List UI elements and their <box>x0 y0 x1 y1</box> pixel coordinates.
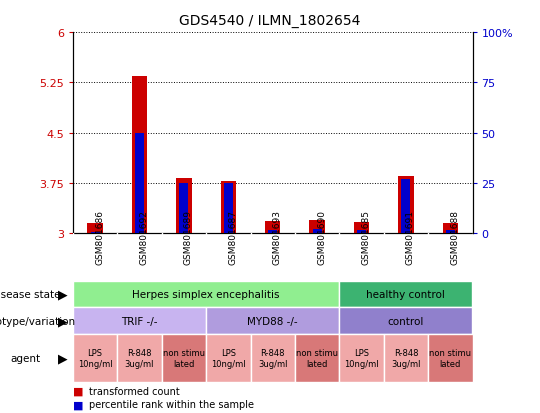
Bar <box>401 179 410 233</box>
Text: non stimu
lated: non stimu lated <box>296 349 338 368</box>
Bar <box>339 335 384 382</box>
Bar <box>309 220 325 233</box>
Bar <box>354 222 369 233</box>
Bar <box>265 221 280 233</box>
Text: GSM801688: GSM801688 <box>450 210 460 265</box>
Bar <box>87 223 103 233</box>
Text: GSM801692: GSM801692 <box>139 210 148 264</box>
Text: GSM801686: GSM801686 <box>95 210 104 265</box>
Bar <box>313 229 321 233</box>
Text: percentile rank within the sample: percentile rank within the sample <box>89 399 254 409</box>
Text: R-848
3ug/ml: R-848 3ug/ml <box>391 349 421 368</box>
Bar <box>179 183 188 233</box>
Bar <box>73 281 339 308</box>
Text: GSM801687: GSM801687 <box>228 210 237 265</box>
Bar <box>135 133 144 233</box>
Text: TRIF -/-: TRIF -/- <box>122 316 158 326</box>
Bar <box>206 308 339 335</box>
Bar <box>73 308 206 335</box>
Bar <box>295 335 339 382</box>
Text: MYD88 -/-: MYD88 -/- <box>247 316 298 326</box>
Bar <box>220 181 236 233</box>
Text: transformed count: transformed count <box>89 386 180 396</box>
Text: ■: ■ <box>73 386 83 396</box>
Text: GSM801689: GSM801689 <box>184 210 193 265</box>
Text: GSM801693: GSM801693 <box>273 210 282 265</box>
Text: non stimu
lated: non stimu lated <box>429 349 471 368</box>
Text: LPS
10ng/ml: LPS 10ng/ml <box>211 349 246 368</box>
Text: ■: ■ <box>73 399 83 409</box>
Text: R-848
3ug/ml: R-848 3ug/ml <box>125 349 154 368</box>
Bar <box>132 76 147 233</box>
Bar <box>117 335 161 382</box>
Bar <box>398 177 414 233</box>
Text: ▶: ▶ <box>58 315 68 328</box>
Bar <box>428 335 472 382</box>
Bar <box>73 335 117 382</box>
Text: agent: agent <box>10 353 40 363</box>
Text: control: control <box>388 316 424 326</box>
Text: ▶: ▶ <box>58 352 68 365</box>
Text: Herpes simplex encephalitis: Herpes simplex encephalitis <box>132 289 280 299</box>
Bar <box>384 335 428 382</box>
Text: disease state: disease state <box>0 289 60 299</box>
Text: GSM801685: GSM801685 <box>361 210 370 265</box>
Bar <box>224 183 233 233</box>
Bar <box>339 308 472 335</box>
Bar <box>161 335 206 382</box>
Text: genotype/variation: genotype/variation <box>0 316 75 326</box>
Text: LPS
10ng/ml: LPS 10ng/ml <box>78 349 112 368</box>
Text: ▶: ▶ <box>58 288 68 301</box>
Bar <box>446 230 455 233</box>
Text: GSM801690: GSM801690 <box>317 210 326 265</box>
Text: GDS4540 / ILMN_1802654: GDS4540 / ILMN_1802654 <box>179 14 361 28</box>
Text: R-848
3ug/ml: R-848 3ug/ml <box>258 349 287 368</box>
Text: LPS
10ng/ml: LPS 10ng/ml <box>344 349 379 368</box>
Bar <box>176 178 192 233</box>
Text: GSM801691: GSM801691 <box>406 210 415 265</box>
Text: non stimu
lated: non stimu lated <box>163 349 205 368</box>
Bar <box>268 230 277 233</box>
Bar <box>206 335 251 382</box>
Bar <box>357 230 366 233</box>
Text: healthy control: healthy control <box>367 289 446 299</box>
Bar <box>443 223 458 233</box>
Bar <box>251 335 295 382</box>
Bar <box>339 281 472 308</box>
